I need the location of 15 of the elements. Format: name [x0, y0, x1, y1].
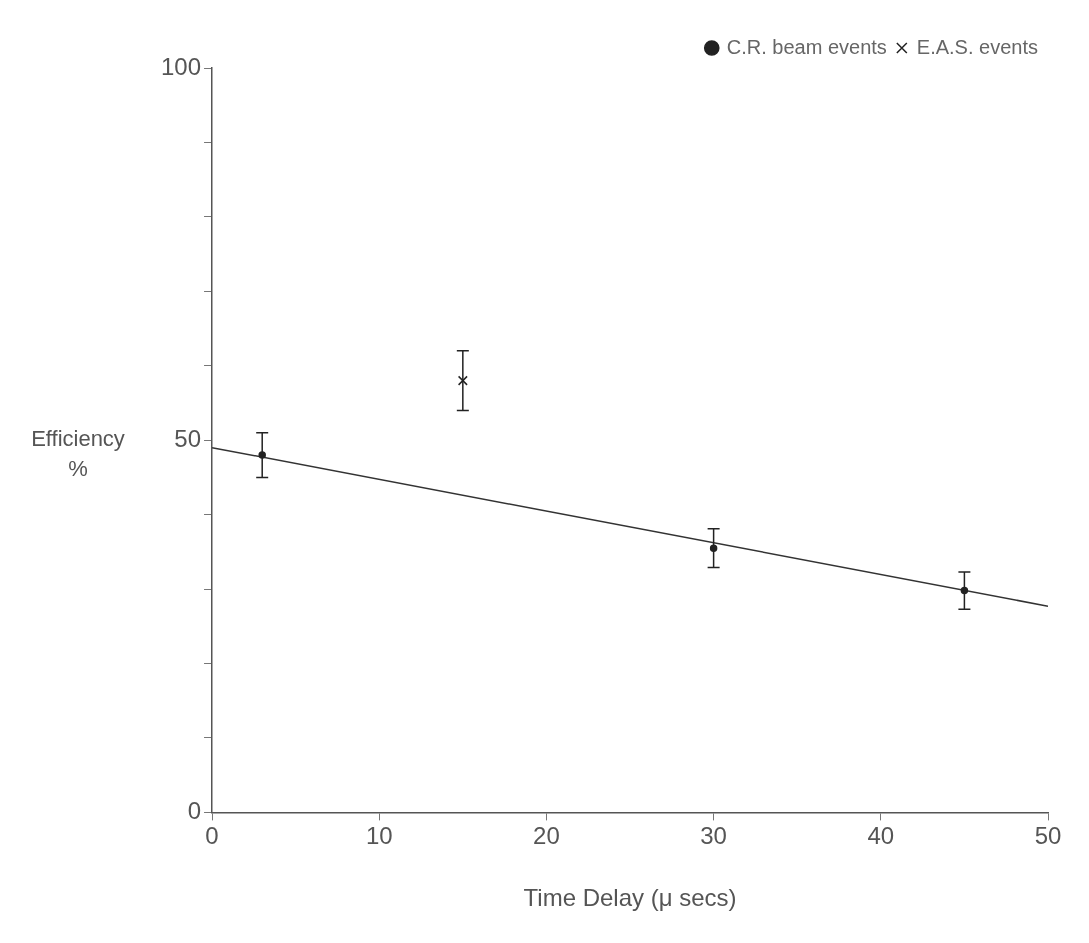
legend-label: C.R. beam events — [726, 35, 887, 58]
y-tick-label: 100 — [161, 52, 202, 80]
y-tick-label: 0 — [187, 797, 202, 825]
point — [960, 586, 969, 595]
x-tick-label: 40 — [867, 822, 895, 850]
x-tick-label: 0 — [205, 822, 219, 850]
point — [457, 375, 468, 386]
legend-label: E.A.S. events — [916, 35, 1038, 58]
x-tick-label: 30 — [700, 822, 727, 850]
y-axis-title: Efficiency % — [31, 426, 125, 482]
x-tick-label: 20 — [533, 822, 560, 850]
y-tick-label: 50 — [174, 424, 202, 452]
x-axis-title: Time Delay (μ secs) — [523, 884, 737, 912]
x-tick-label: 50 — [1034, 822, 1062, 850]
x-tick-label: 10 — [365, 822, 393, 850]
